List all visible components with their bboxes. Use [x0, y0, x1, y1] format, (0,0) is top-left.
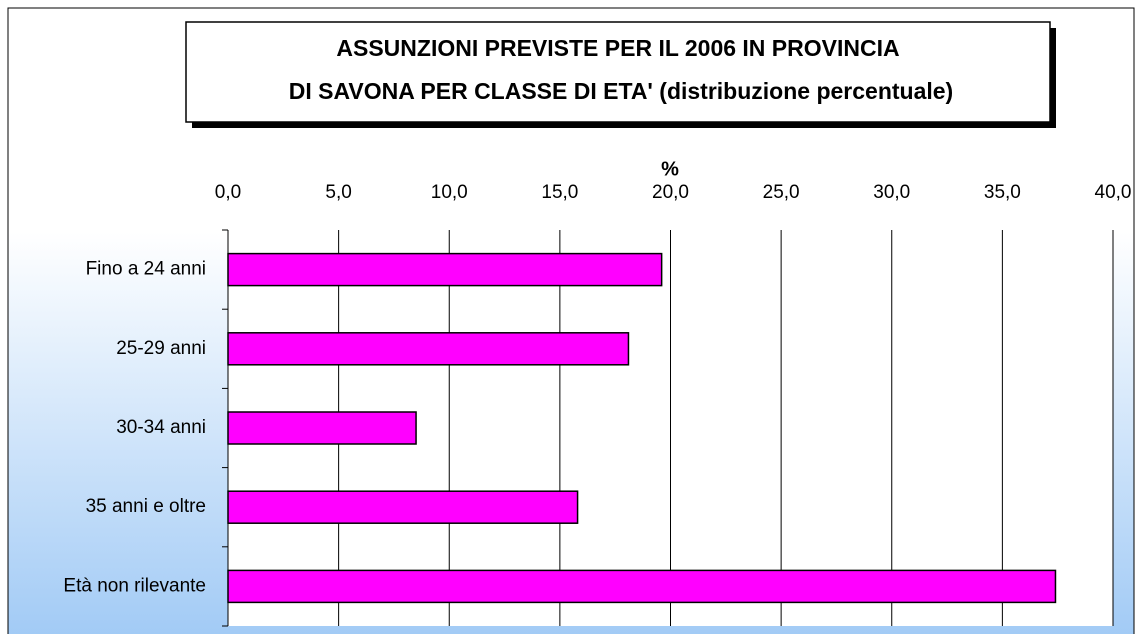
x-tick-label: 5,0: [325, 182, 351, 203]
x-tick-label: 20,0: [652, 182, 689, 203]
x-tick-label: 40,0: [1095, 182, 1132, 203]
x-tick-label: 10,0: [431, 182, 468, 203]
y-tick-label: Età non rilevante: [63, 575, 206, 596]
bar: [227, 332, 630, 366]
x-tick-label: 15,0: [541, 182, 578, 203]
x-axis-label: %: [661, 158, 679, 180]
x-tick-label: 35,0: [984, 182, 1021, 203]
chart-title: ASSUNZIONI PREVISTE PER IL 2006 IN PROVI…: [336, 35, 899, 61]
bar: [227, 490, 579, 524]
y-tick-label: 35 anni e oltre: [86, 496, 206, 517]
x-tick-label: 30,0: [873, 182, 910, 203]
y-tick-label: 25-29 anni: [116, 338, 206, 359]
bar: [227, 252, 663, 287]
y-tick-label: 30-34 anni: [116, 417, 206, 438]
chart-title: DI SAVONA PER CLASSE DI ETA' (distribuzi…: [289, 78, 953, 104]
y-tick-label: Fino a 24 anni: [86, 259, 206, 280]
x-tick-label: 25,0: [763, 182, 800, 203]
bar: [227, 569, 1057, 604]
bar: [227, 411, 417, 445]
x-tick-label: 0,0: [215, 182, 241, 203]
title-box: [185, 21, 1051, 123]
